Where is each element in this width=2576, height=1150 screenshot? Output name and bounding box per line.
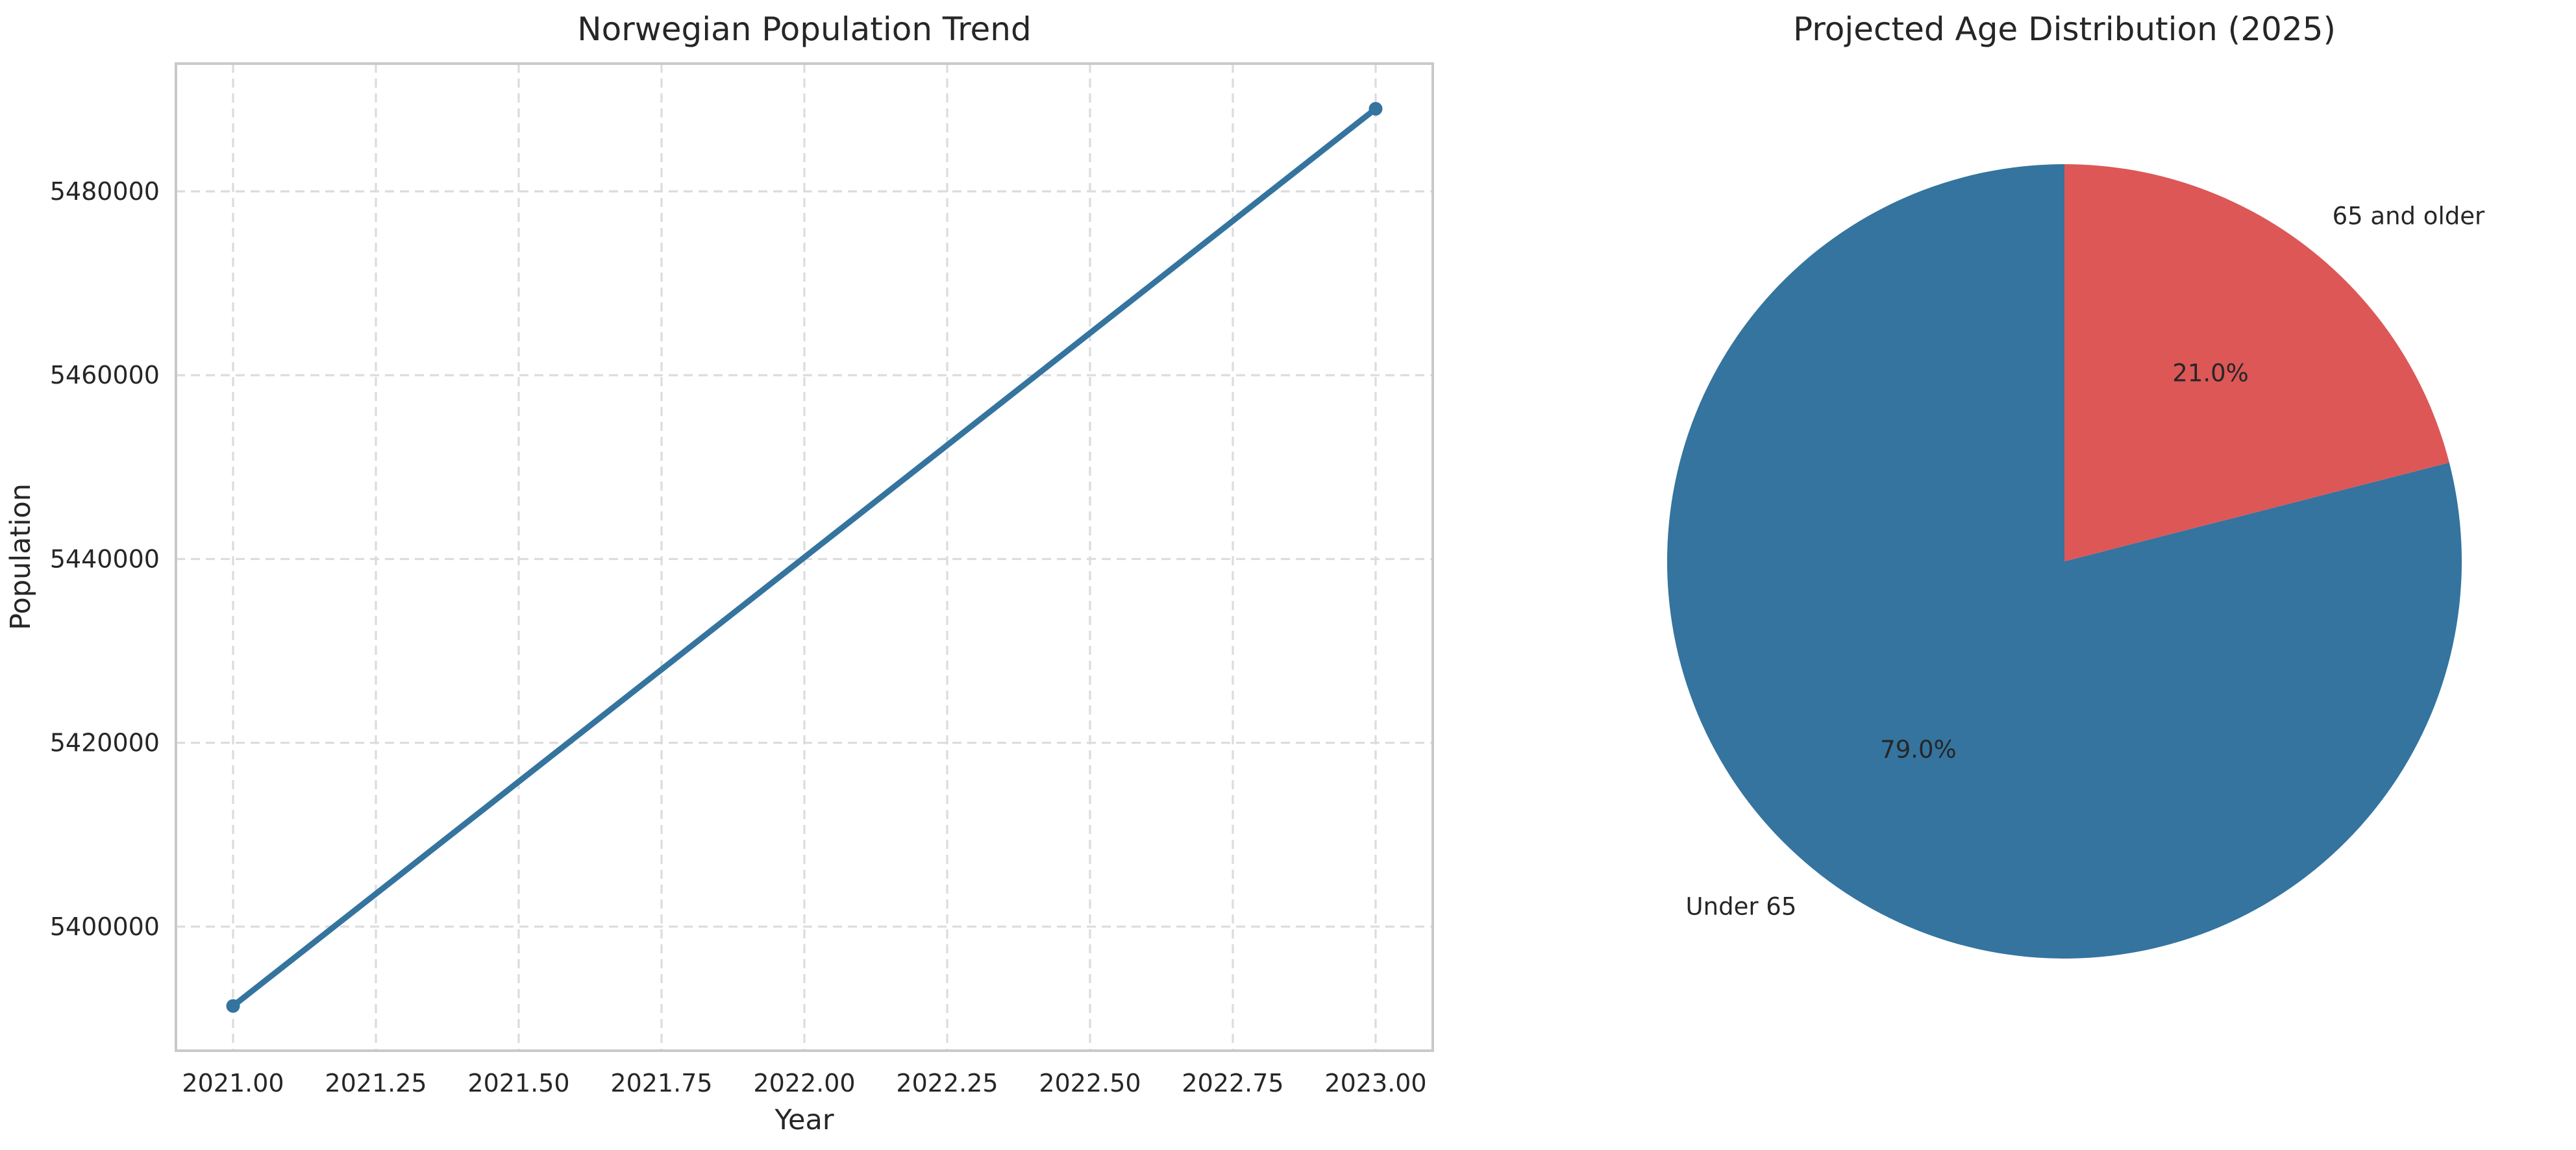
pie-percentage-label: 21.0% — [2172, 359, 2249, 387]
y-tick-label: 5460000 — [50, 361, 160, 389]
y-tick-label: 5480000 — [50, 177, 160, 206]
line-chart-plot-border — [175, 62, 1434, 1052]
pie-category-label: Under 65 — [1686, 892, 1797, 920]
line-chart-x-tick-labels: 2021.00 2021.25 2021.50 2021.75 2022.00 2022.… — [182, 1069, 1426, 1097]
x-tick-label: 2023.00 — [1324, 1069, 1426, 1097]
pie-category-label: 65 and older — [2333, 202, 2485, 230]
data-point-marker — [226, 999, 240, 1013]
pie-chart-title: Projected Age Distribution (2025) — [1793, 10, 2336, 48]
x-tick-label: 2022.25 — [896, 1069, 998, 1097]
x-tick-label: 2022.50 — [1039, 1069, 1141, 1097]
x-tick-label: 2021.50 — [467, 1069, 569, 1097]
line-chart: 2021.00 2021.25 2021.50 2021.75 2022.00 2022.… — [5, 10, 1434, 1136]
y-tick-label: 5400000 — [50, 912, 160, 941]
y-tick-label: 5440000 — [50, 544, 160, 573]
x-tick-label: 2021.25 — [325, 1069, 427, 1097]
pie-percentage-label: 79.0% — [1880, 736, 1957, 764]
x-tick-label: 2021.75 — [610, 1069, 712, 1097]
pie-wedges — [1667, 164, 2462, 959]
line-chart-y-tick-labels: 5400000 5420000 5440000 5460000 5480000 — [50, 177, 160, 941]
x-axis-label: Year — [774, 1104, 834, 1136]
x-tick-label: 2022.00 — [753, 1069, 855, 1097]
y-axis-label: Population — [5, 483, 37, 630]
line-chart-title: Norwegian Population Trend — [577, 10, 1032, 48]
population-trend-line — [230, 106, 1379, 1009]
x-tick-label: 2022.75 — [1182, 1069, 1283, 1097]
y-tick-label: 5420000 — [50, 729, 160, 757]
population-line-series — [226, 102, 1383, 1013]
data-point-marker — [1368, 102, 1383, 116]
pie-chart: 79.0% Under 65 21.0% 65 and older Projected… — [1667, 10, 2485, 959]
x-tick-label: 2021.00 — [182, 1069, 284, 1097]
pie-labels: 79.0% Under 65 21.0% 65 and older — [1686, 202, 2485, 921]
pie-wedge — [2064, 164, 2449, 561]
